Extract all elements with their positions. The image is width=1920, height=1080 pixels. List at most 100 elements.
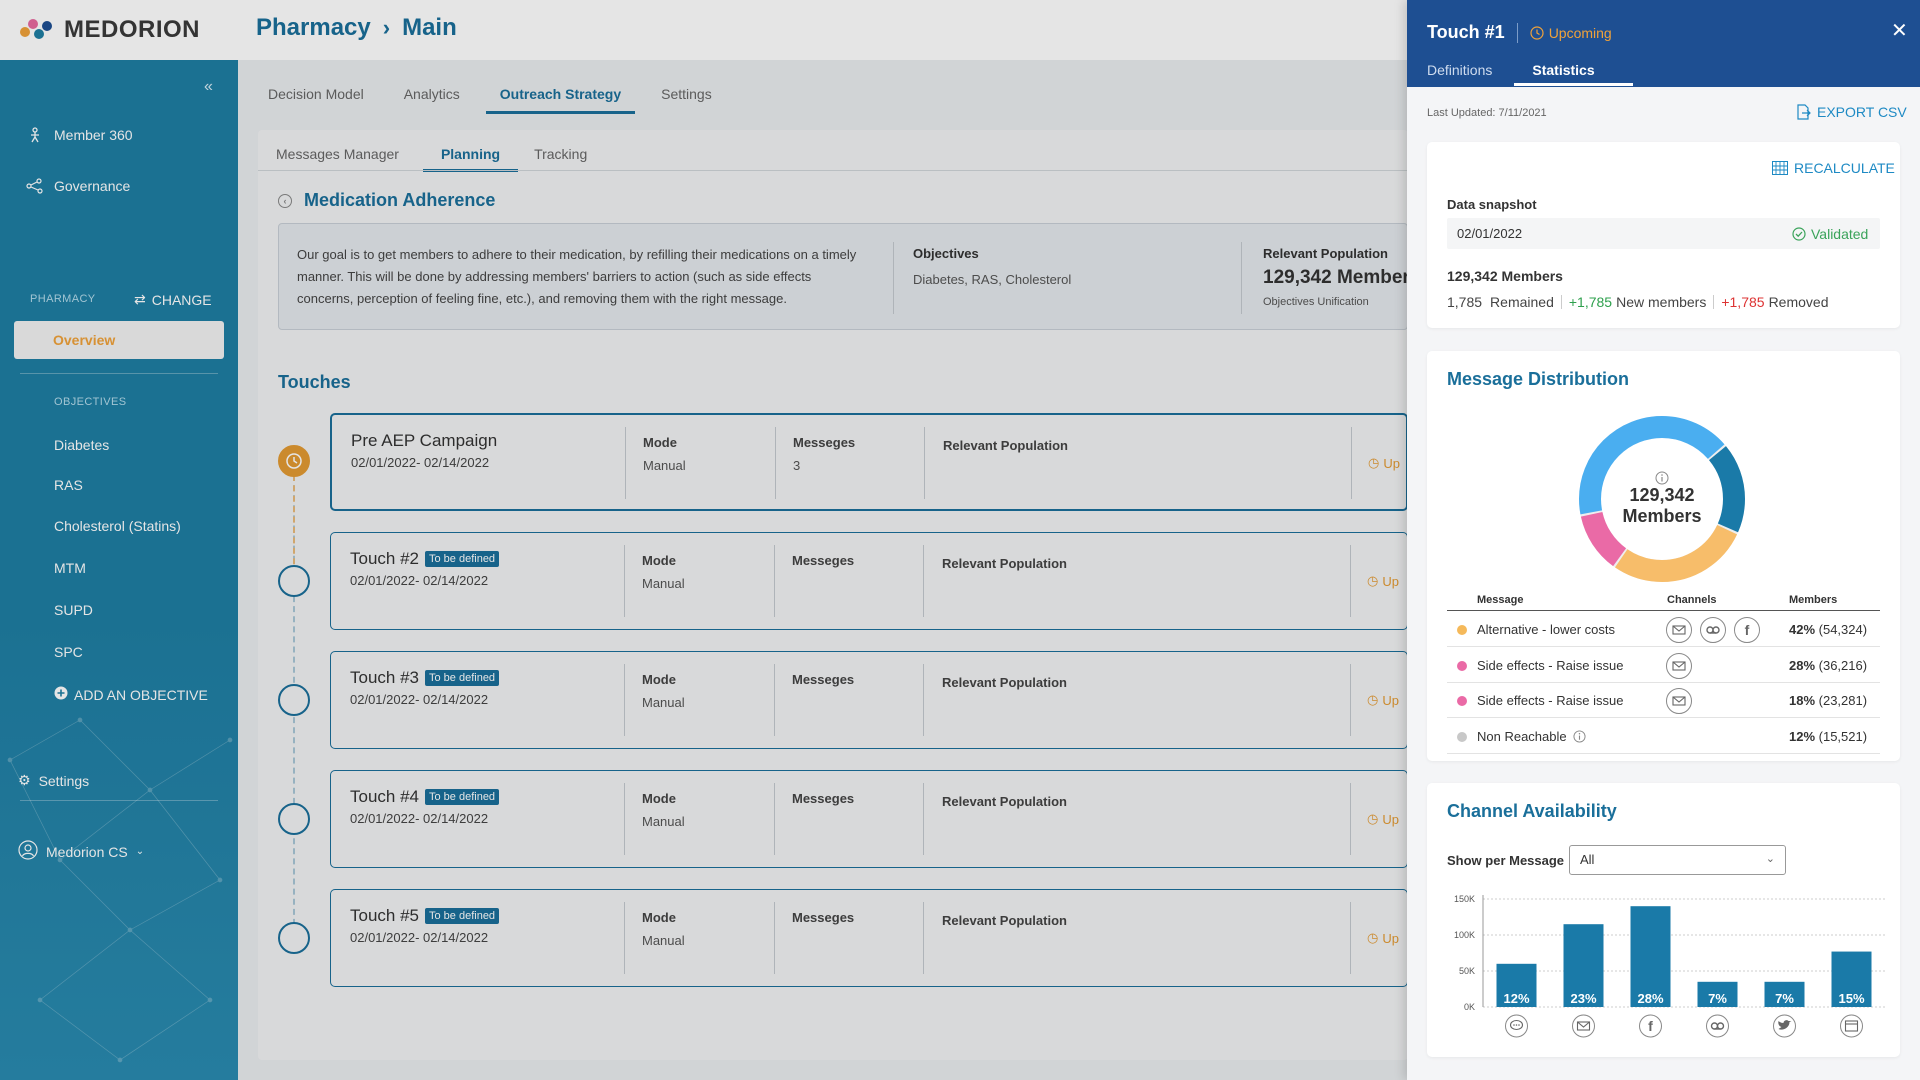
divider	[1350, 545, 1351, 617]
sidebar-objective-item[interactable]: RAS	[54, 477, 83, 493]
status-badge: To be defined	[425, 551, 500, 567]
sidebar-divider	[20, 373, 218, 374]
divider	[774, 783, 775, 855]
subtab-messages-manager[interactable]: Messages Manager	[276, 146, 399, 162]
donut-chart: 129,342 Members	[1572, 409, 1752, 589]
sidebar-divider	[20, 800, 218, 801]
legend-dot	[1457, 731, 1467, 742]
touch-status: ◷ Up	[1367, 811, 1399, 827]
tab-outreach-strategy[interactable]: Outreach Strategy	[485, 80, 636, 114]
breadcrumb-item[interactable]: Pharmacy	[256, 14, 371, 41]
web-icon	[1840, 1014, 1863, 1038]
channel-icons	[1666, 688, 1692, 714]
sidebar-objective-item[interactable]: Cholesterol (Statins)	[54, 518, 181, 534]
email-icon[interactable]	[1666, 617, 1692, 643]
sidebar-objective-item[interactable]: Diabetes	[54, 437, 110, 453]
message-distribution-card: Message Distribution 129,342 Members Mes…	[1427, 351, 1900, 761]
collapse-sidebar-icon[interactable]: «	[204, 78, 213, 95]
touch-status: ◷ Up	[1367, 930, 1399, 946]
bar-value-label: 23%	[1570, 991, 1596, 1006]
y-tick-label: 0K	[1464, 1002, 1475, 1012]
sms-icon	[1505, 1014, 1528, 1038]
export-icon	[1797, 104, 1811, 120]
tab-analytics[interactable]: Analytics	[403, 86, 460, 102]
touch-card[interactable]: Touch #3 To be defined 02/01/2022- 02/14…	[330, 651, 1408, 749]
sidebar-item-governance[interactable]: Governance	[26, 177, 130, 195]
recalculate-button[interactable]: RECALCULATE	[1772, 160, 1895, 176]
sidebar-objective-item[interactable]: SPC	[54, 644, 83, 660]
clock-icon: ◷	[1367, 930, 1379, 945]
close-icon[interactable]: ✕	[1891, 20, 1908, 42]
touch-status: ◷ Up	[1367, 692, 1399, 708]
donut-slice	[1579, 416, 1745, 582]
touch-card[interactable]: Pre AEP Campaign 02/01/2022- 02/14/2022 …	[330, 413, 1408, 511]
mode-value: Manual	[642, 933, 685, 948]
clock-icon	[1530, 25, 1544, 40]
sidebar-objective-item[interactable]: MTM	[54, 560, 86, 576]
touch-name-row: Touch #4 To be defined	[350, 787, 500, 807]
sidebar-item-overview[interactable]: Overview	[14, 321, 224, 359]
tab-decision-model[interactable]: Decision Model	[268, 86, 364, 102]
bar	[1563, 924, 1604, 1007]
distribution-row[interactable]: Side effects - Raise issue 28% (36,216)	[1447, 648, 1880, 683]
touch-status-label: Up	[1382, 692, 1399, 708]
divider	[1351, 427, 1352, 499]
subtab-planning[interactable]: Planning	[422, 140, 519, 172]
touch-card[interactable]: Touch #5 To be defined 02/01/2022- 02/14…	[330, 889, 1408, 987]
sub-tabs: Messages Manager Planning Tracking	[276, 140, 623, 172]
app-logo[interactable]: MEDORION	[20, 16, 200, 44]
channel-icons	[1666, 652, 1692, 679]
legend-dot	[1457, 696, 1467, 706]
touch-card[interactable]: Touch #2 To be defined 02/01/2022- 02/14…	[330, 532, 1408, 630]
distribution-row[interactable]: Alternative - lower costs f 42% (54,324)	[1447, 612, 1880, 647]
divider	[923, 783, 924, 855]
touch-dates: 02/01/2022- 02/14/2022	[350, 692, 489, 707]
breadcrumb: Pharmacy › Main	[256, 14, 457, 42]
channel-availability-card: Channel Availability Show per Message Al…	[1427, 783, 1900, 1057]
timeline-line-active	[293, 475, 295, 585]
back-arrow-icon[interactable]: ‹	[278, 193, 292, 208]
touch-dates: 02/01/2022- 02/14/2022	[350, 573, 489, 588]
facebook-icon[interactable]: f	[1734, 617, 1760, 643]
user-menu[interactable]: Medorion CS ⌄	[18, 840, 144, 863]
population-label: Relevant Population	[943, 438, 1068, 453]
breadcrumb-item[interactable]: Main	[402, 14, 457, 41]
email-icon[interactable]	[1666, 688, 1692, 714]
population-label: Relevant Population	[942, 556, 1067, 571]
divider	[1350, 783, 1351, 855]
divider	[1560, 295, 1562, 309]
population-label: Relevant Population	[942, 675, 1067, 690]
mode-value: Manual	[642, 576, 685, 591]
timeline-dot	[278, 803, 310, 835]
sidebar-item-member-360[interactable]: Member 360	[26, 126, 133, 144]
network-background-decoration	[7, 717, 233, 1063]
email-icon[interactable]	[1666, 652, 1692, 679]
population-label: Relevant Population	[942, 794, 1067, 809]
snapshot-date-field[interactable]: 02/01/2022 Validated	[1447, 218, 1880, 249]
timeline-dot-active	[278, 445, 310, 477]
distribution-row[interactable]: Side effects - Raise issue 18% (23,281)	[1447, 683, 1880, 718]
subtab-tracking[interactable]: Tracking	[534, 146, 588, 162]
message-select[interactable]: All ⌄	[1569, 845, 1786, 875]
voice-icon[interactable]	[1700, 617, 1726, 643]
change-button[interactable]: ⇄ CHANGE	[134, 291, 212, 308]
tab-settings[interactable]: Settings	[661, 86, 712, 102]
tab-statistics[interactable]: Statistics	[1514, 62, 1633, 86]
messages-label: Messeges	[792, 791, 855, 806]
touch-status-label: Up	[1382, 930, 1399, 946]
touch-card[interactable]: Touch #4 To be defined 02/01/2022- 02/14…	[330, 770, 1408, 868]
sidebar-objective-item[interactable]: SUPD	[54, 602, 93, 618]
divider	[775, 427, 776, 499]
member-share-percent: 12%	[1789, 728, 1816, 744]
distribution-row[interactable]: Non Reachable 12% (15,521)	[1447, 719, 1880, 754]
tab-definitions[interactable]: Definitions	[1427, 62, 1493, 78]
add-objective-button[interactable]: ADD AN OBJECTIVE	[54, 686, 208, 703]
sidebar-settings[interactable]: ⚙ Settings	[18, 772, 89, 789]
divider	[774, 902, 775, 974]
touch-dates: 02/01/2022- 02/14/2022	[351, 455, 490, 470]
user-name: Medorion CS	[46, 843, 128, 860]
divider	[774, 664, 775, 736]
export-csv-button[interactable]: EXPORT CSV	[1795, 104, 1907, 120]
mode-value: Manual	[642, 814, 685, 829]
snapshot-date: 02/01/2022	[1457, 226, 1523, 241]
